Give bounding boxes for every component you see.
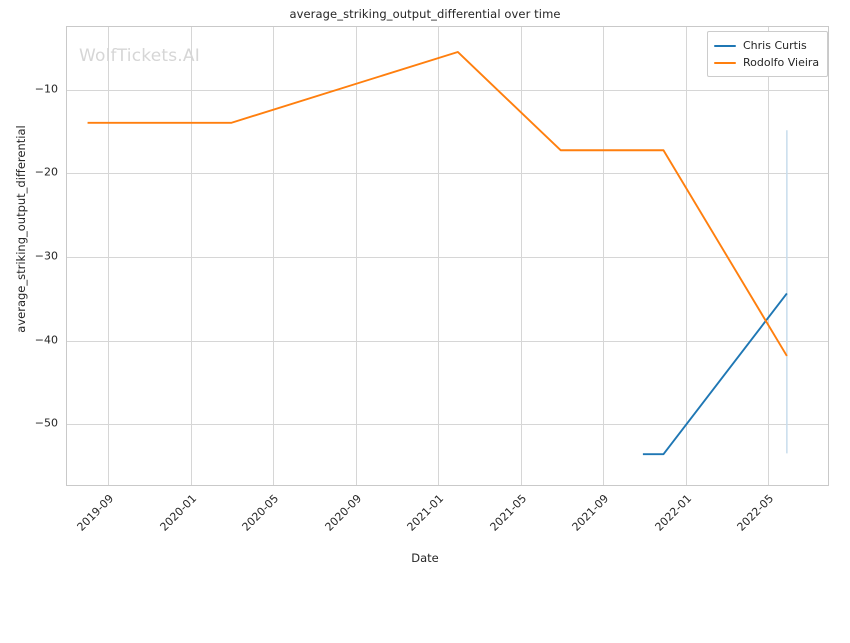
chart-legend: Chris Curtis Rodolfo Vieira — [707, 31, 829, 77]
gridline-horizontal — [67, 89, 828, 91]
plot-area: WolfTickets.AI — [66, 26, 829, 486]
y-tick-label: −10 — [34, 82, 58, 96]
series-lines — [87, 51, 788, 456]
y-tick-label: −40 — [34, 333, 58, 347]
legend-item[interactable]: Chris Curtis — [714, 37, 819, 54]
legend-label: Rodolfo Vieira — [743, 56, 820, 69]
y-tick-label: −30 — [34, 249, 58, 263]
x-tick-label: 2021-09 — [569, 492, 612, 534]
gridline-vertical — [603, 27, 605, 485]
x-tick-label: 2022-01 — [652, 492, 694, 534]
legend-swatch-icon — [714, 61, 736, 64]
legend-label: Chris Curtis — [743, 39, 807, 52]
gridline-vertical — [273, 27, 275, 485]
legend-item[interactable]: Rodolfo Vieira — [714, 54, 819, 71]
x-tick-label: 2021-05 — [487, 492, 529, 534]
x-axis-label: Date — [411, 551, 439, 565]
gridline-vertical — [355, 27, 357, 485]
gridline-vertical — [685, 27, 687, 485]
gridline-vertical — [190, 27, 192, 485]
gridline-horizontal — [67, 173, 828, 175]
chart-figure: average_striking_output_differential ove… — [14, 7, 829, 565]
y-tick-label: −50 — [34, 416, 58, 430]
gridline-vertical — [108, 27, 110, 485]
x-tick-label: 2019-09 — [74, 492, 117, 534]
x-tick-label: 2021-01 — [404, 492, 447, 534]
legend-swatch-icon — [714, 44, 736, 47]
chart-title: average_striking_output_differential ove… — [289, 7, 561, 21]
gridline-horizontal — [67, 340, 828, 342]
gridline-horizontal — [67, 257, 828, 258]
y-tick-label: −20 — [34, 165, 58, 179]
y-axis-label: average_striking_output_differential — [14, 125, 28, 333]
x-tick-label: 2020-05 — [239, 492, 282, 534]
x-tick-label: 2020-09 — [322, 492, 364, 534]
gridline-vertical — [520, 27, 522, 485]
x-tick-label: 2020-01 — [157, 492, 199, 534]
x-tick-label: 2022-05 — [734, 492, 777, 534]
gridline-horizontal — [67, 424, 828, 426]
gridline-vertical — [438, 27, 440, 485]
series-line — [642, 292, 788, 456]
gridline-vertical — [768, 27, 770, 485]
series-line — [87, 51, 788, 357]
